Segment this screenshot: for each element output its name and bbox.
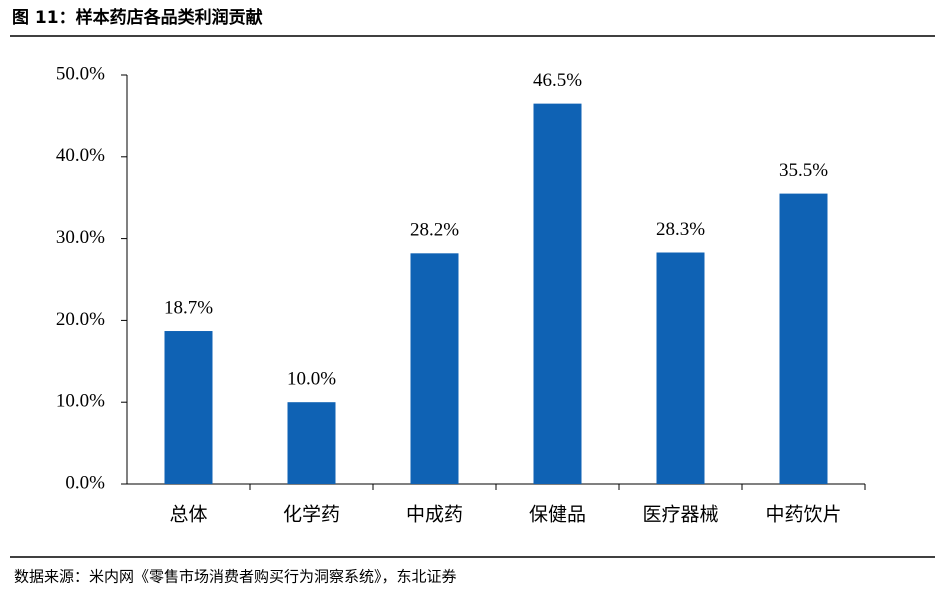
source-note: 数据来源：米内网《零售市场消费者购买行为洞察系统》，东北证券	[14, 568, 457, 586]
bar	[656, 252, 705, 484]
y-tick-label: 50.0%	[56, 63, 105, 84]
x-tick-label: 总体	[169, 504, 207, 526]
bar	[779, 193, 828, 485]
y-tick-label: 20.0%	[56, 309, 105, 330]
value-label: 18.7%	[164, 297, 213, 318]
value-label: 28.3%	[656, 219, 705, 240]
x-tick-label: 中药饮片	[765, 504, 841, 526]
x-tick-label: 中成药	[406, 504, 463, 526]
bar	[287, 402, 336, 484]
x-tick-label: 化学药	[283, 504, 340, 526]
bar	[410, 253, 459, 484]
y-tick-label: 40.0%	[56, 145, 105, 166]
value-label: 35.5%	[779, 160, 828, 181]
y-tick-label: 10.0%	[56, 391, 105, 412]
value-label: 28.2%	[410, 220, 459, 241]
bar	[533, 103, 582, 484]
value-label: 10.0%	[287, 369, 336, 390]
y-tick-label: 30.0%	[56, 227, 105, 248]
value-label: 46.5%	[533, 70, 582, 91]
x-tick-label: 医疗器械	[642, 504, 718, 526]
x-tick-label: 保健品	[529, 504, 586, 526]
bar	[164, 331, 213, 484]
y-tick-label: 0.0%	[65, 472, 105, 493]
chart-title: 图 11：样本药店各品类利润贡献	[12, 7, 263, 28]
